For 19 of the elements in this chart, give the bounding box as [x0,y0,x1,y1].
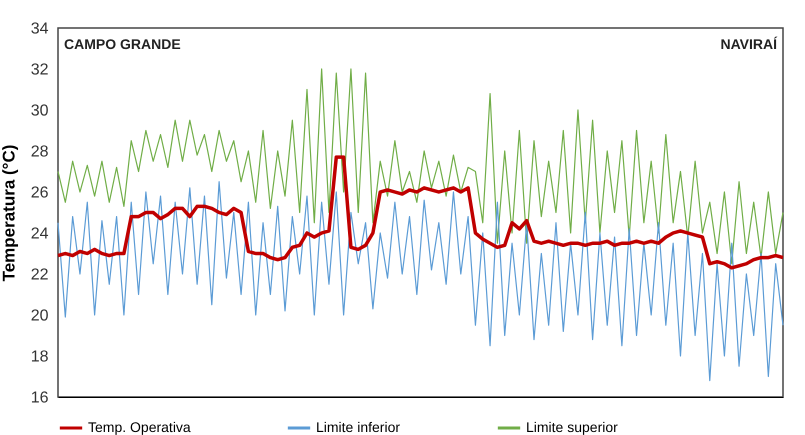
annotation: CAMPO GRANDE [64,36,181,52]
y-tick-label: 20 [30,308,49,324]
y-tick-label: 22 [30,266,49,284]
line-series [57,68,784,264]
y-tick-label: 34 [30,20,49,38]
y-tick-label: 16 [30,390,49,406]
legend-label: Limite superior [526,419,618,435]
annotation: NAVIRAÍ [720,36,778,52]
y-tick-label: 18 [30,348,49,366]
y-tick-label: 30 [30,102,49,120]
y-tick-label: 28 [30,144,49,160]
y-tick-label: 32 [30,62,49,78]
line-series [57,181,784,382]
legend-label: Limite inferior [316,419,400,435]
y-tick-label: 24 [30,226,49,242]
line-series [56,155,785,270]
legend-label: Temp. Operativa [88,419,191,435]
y-tick-label: 26 [30,184,49,202]
y-axis-title: Temperatura (°C) [0,144,19,282]
